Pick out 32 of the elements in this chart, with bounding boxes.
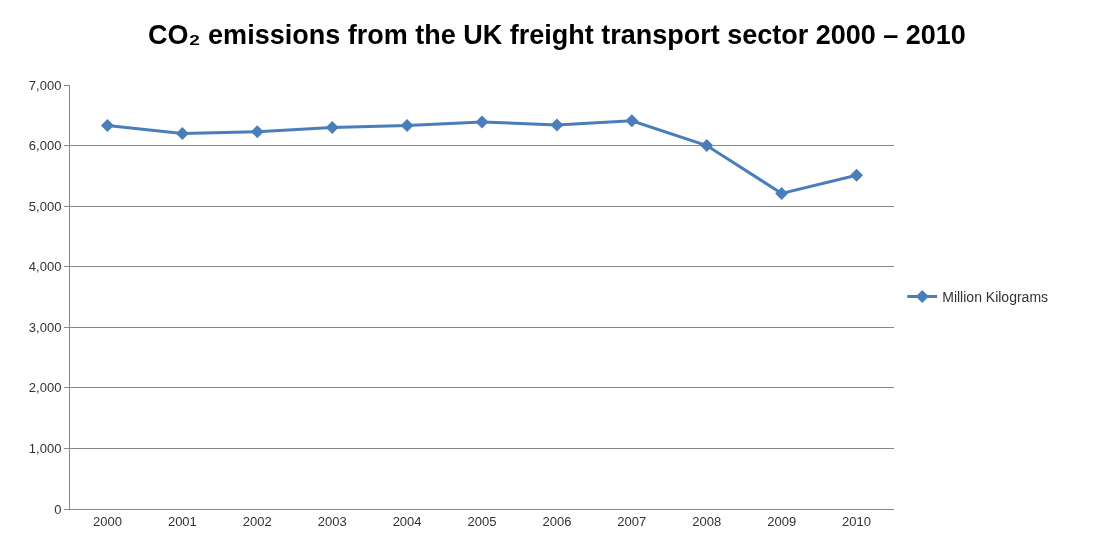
x-tick-label: 2000: [92, 513, 122, 529]
x-tick-label: 2001: [167, 513, 197, 529]
point: [775, 186, 789, 200]
point: [625, 114, 639, 128]
x-tick-label: 2006: [542, 513, 572, 529]
y-tick-label: 2,000: [28, 380, 62, 396]
x-tick-label: 2008: [692, 513, 722, 529]
y-tick-label: 3,000: [28, 319, 62, 335]
y-tick-label: 7,000: [28, 77, 62, 93]
point: [700, 139, 714, 153]
x-tick-label: 2005: [467, 513, 497, 529]
y-tick-label: 5,000: [28, 198, 62, 214]
x-tick-label: 2007: [617, 513, 647, 529]
y-tick-label: 4,000: [28, 259, 62, 275]
point: [175, 126, 189, 140]
x-tick-label: 2009: [767, 513, 797, 529]
y-tick-label: 1,000: [28, 440, 62, 456]
point: [100, 119, 114, 133]
x-tick-label: 2003: [317, 513, 347, 529]
point: [550, 118, 564, 132]
point: [400, 119, 414, 133]
point: [325, 120, 339, 134]
chart-title: CO₂ emissions from the UK freight transport sector 2000 – 2010: [148, 19, 966, 50]
legend-label: Million Kilograms: [942, 289, 1049, 306]
point: [475, 115, 489, 129]
x-tick-label: 2002: [242, 513, 272, 529]
x-tick-label: 2010: [842, 513, 872, 529]
y-tick-label: 0: [54, 501, 62, 517]
point: [850, 168, 864, 182]
point: [250, 125, 264, 139]
y-tick-label: 6,000: [28, 138, 62, 154]
x-tick-label: 2004: [392, 513, 422, 529]
